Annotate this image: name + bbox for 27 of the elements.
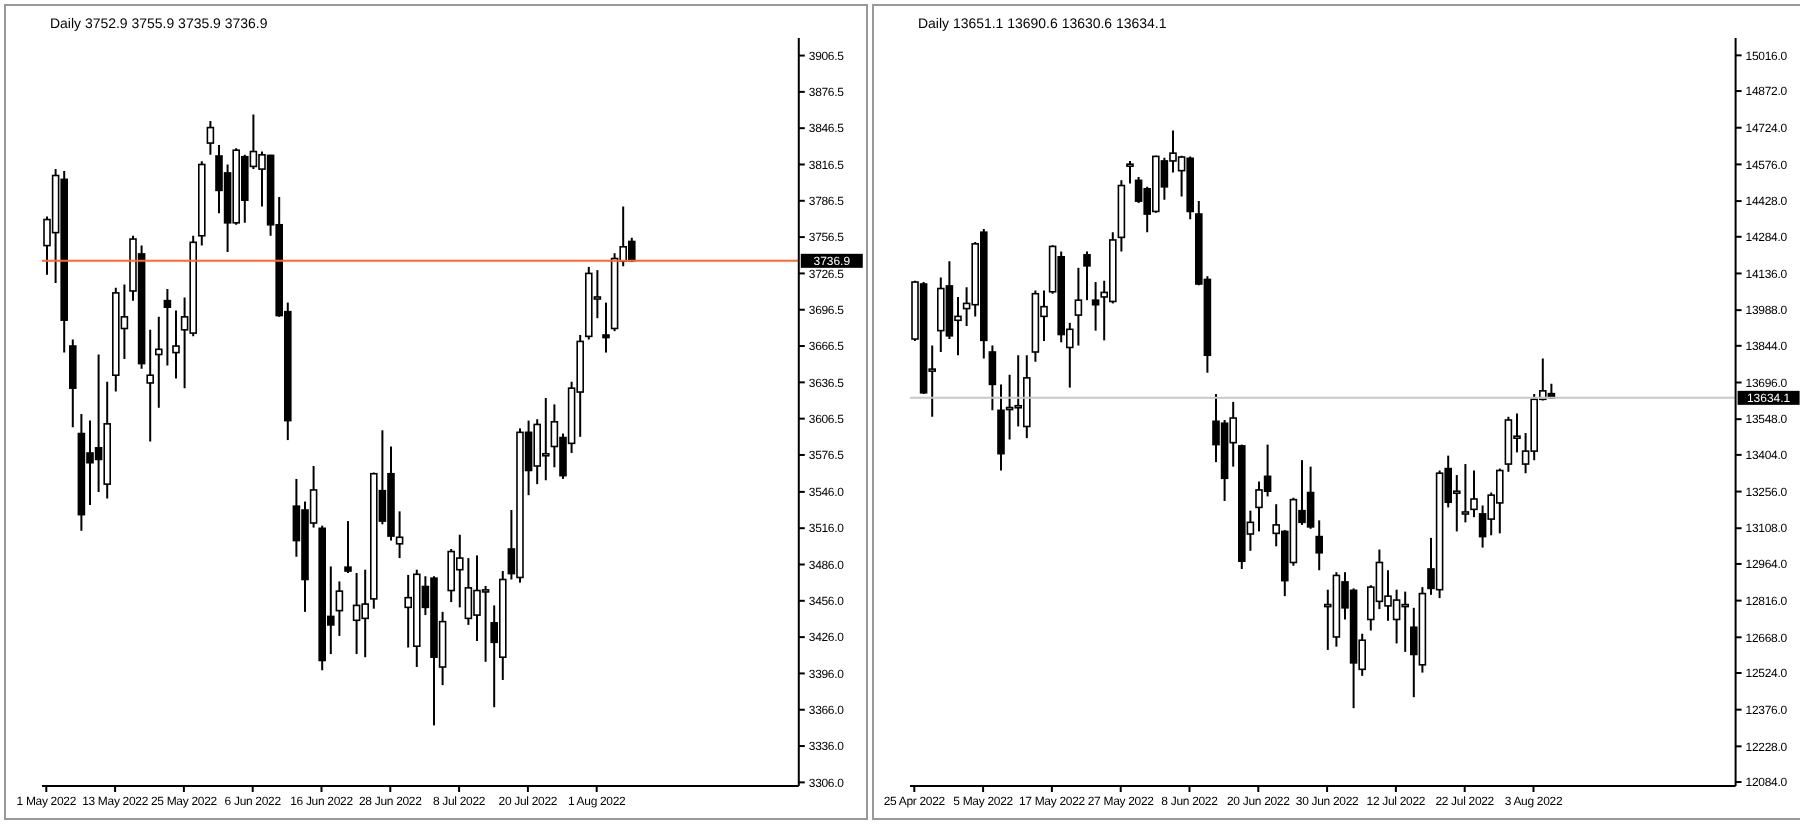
candlestick [352,571,361,656]
candlestick [206,120,215,156]
candlestick [69,338,77,429]
candlestick [627,236,636,264]
candlestick [541,396,550,482]
candlestick [481,584,490,663]
candlestick [602,301,610,354]
candlestick [361,568,369,659]
candlestick [473,554,481,642]
candlestick [1092,281,1101,332]
candlestick [464,557,473,626]
candlestick [146,328,154,443]
candlestick [1083,250,1092,302]
candlestick [344,520,352,574]
candlestick [1255,480,1264,533]
candlestick [335,580,344,637]
candlestick [1384,569,1393,622]
candlestick [1470,469,1479,519]
candlestick [172,309,180,380]
candlestick [1126,159,1135,185]
candlestick [989,344,997,412]
candlestick [550,403,559,469]
candlestick [94,353,103,493]
candlestick [163,288,172,367]
candlestick [937,276,946,353]
candlestick [1316,519,1324,572]
candlestick [997,383,1006,472]
